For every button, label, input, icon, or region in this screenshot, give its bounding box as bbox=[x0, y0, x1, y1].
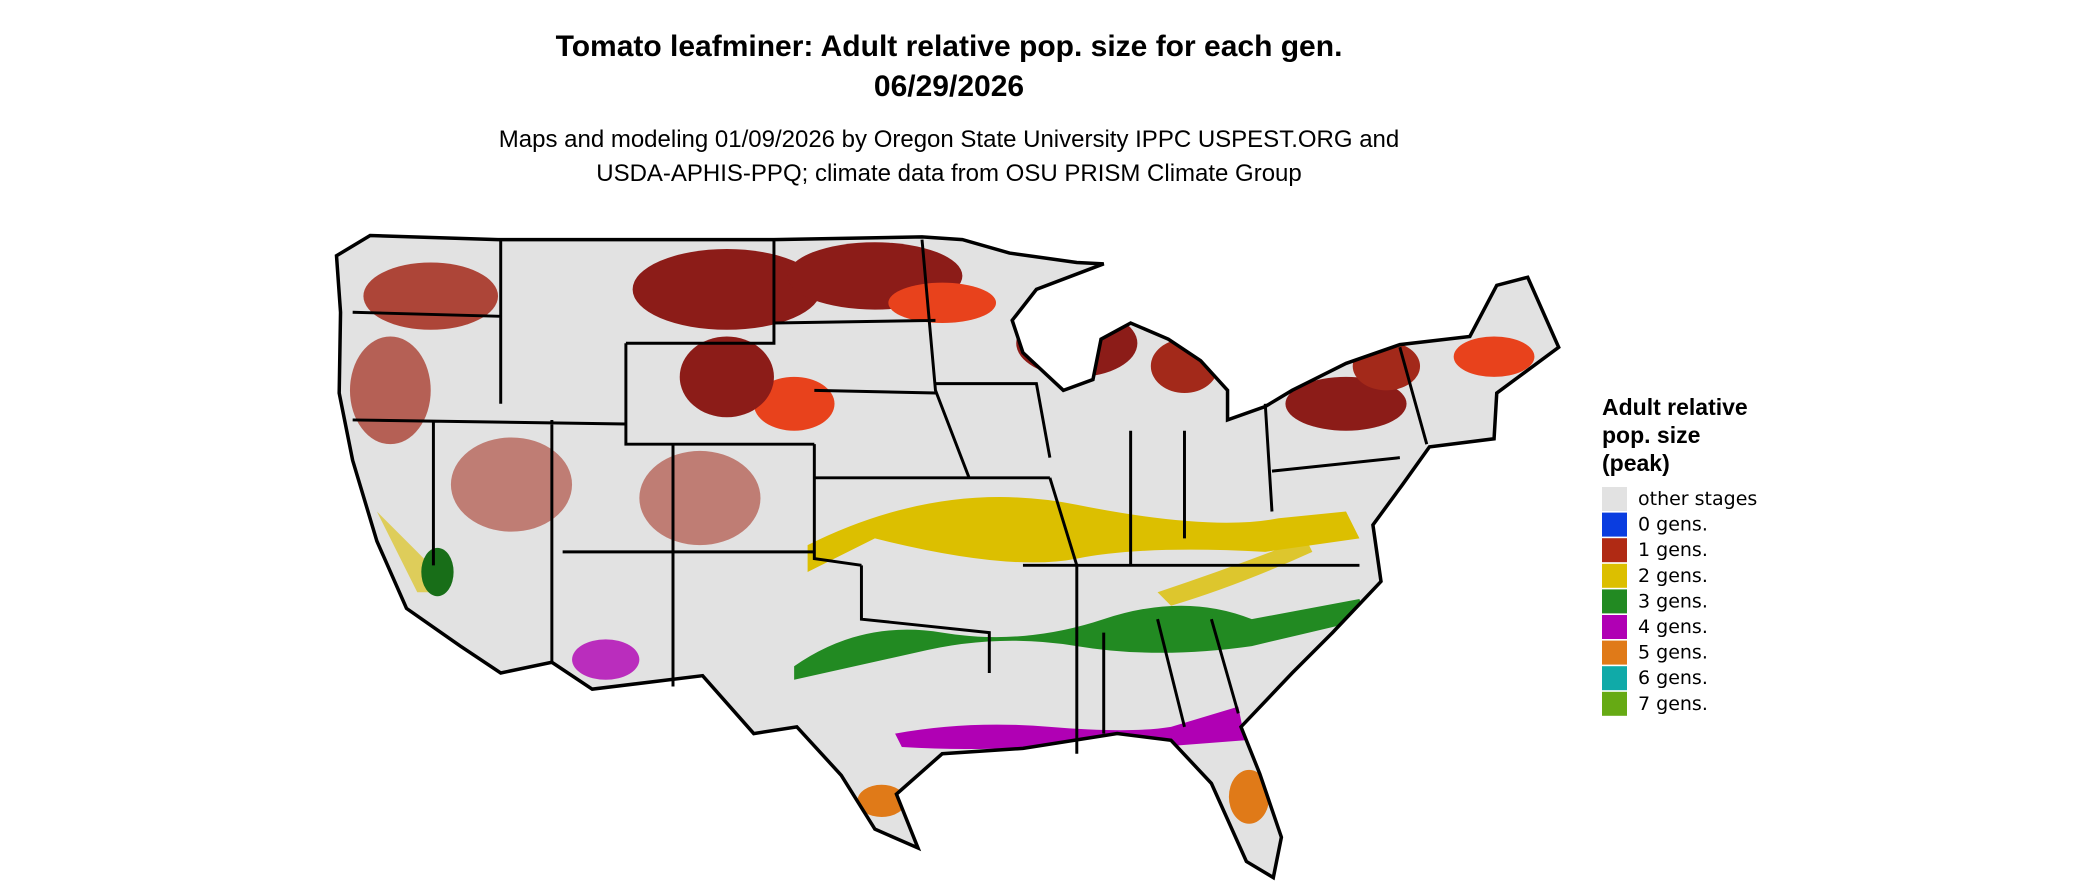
legend-label: 7 gens. bbox=[1638, 693, 1708, 715]
land bbox=[336, 235, 1559, 878]
legend-swatch bbox=[1602, 512, 1627, 537]
legend-label: 1 gens. bbox=[1638, 539, 1708, 561]
legend-swatch bbox=[1602, 563, 1627, 588]
subtitle: USDA-APHIS-PPQ; climate data from OSU PR… bbox=[596, 160, 1302, 187]
legend-label: other stages bbox=[1638, 488, 1757, 510]
legend-swatch bbox=[1602, 691, 1627, 716]
subtitle: Maps and modeling 01/09/2026 by Oregon S… bbox=[499, 126, 1399, 153]
legend-swatch bbox=[1602, 615, 1627, 639]
map bbox=[334, 233, 1561, 880]
legend-swatch bbox=[1602, 640, 1627, 665]
legend-swatch bbox=[1602, 666, 1627, 691]
title: Tomato leafminer: Adult relative pop. si… bbox=[556, 30, 1343, 63]
legend-label: 5 gens. bbox=[1638, 642, 1708, 664]
legend-label: 0 gens. bbox=[1638, 514, 1708, 536]
legend-title: pop. size bbox=[1602, 422, 1700, 448]
legend-label: 4 gens. bbox=[1638, 616, 1708, 638]
legend-swatch bbox=[1602, 538, 1627, 563]
legend-label: 3 gens. bbox=[1638, 590, 1708, 612]
legend-label: 2 gens. bbox=[1638, 565, 1708, 587]
legend-swatch bbox=[1602, 589, 1627, 614]
legend-swatch bbox=[1602, 487, 1627, 511]
legend-label: 6 gens. bbox=[1638, 667, 1708, 689]
legend-title: (peak) bbox=[1602, 450, 1670, 476]
legend-title: Adult relative bbox=[1602, 394, 1748, 420]
state-borders bbox=[334, 233, 1561, 880]
title-date: 06/29/2026 bbox=[874, 70, 1024, 103]
